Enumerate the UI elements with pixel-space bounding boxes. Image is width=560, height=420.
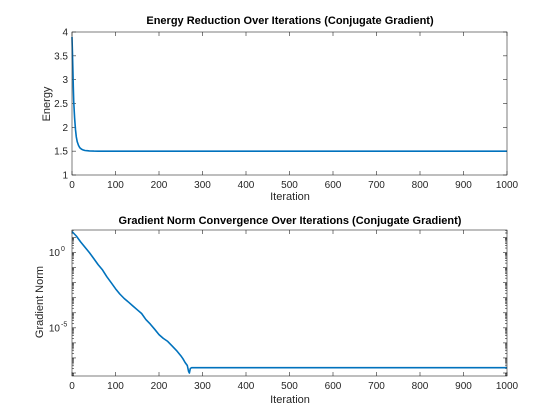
series-line-gradient-norm bbox=[71, 230, 507, 374]
x-axis-label: Iteration bbox=[270, 191, 310, 203]
axes-box bbox=[71, 31, 508, 176]
series-group bbox=[71, 36, 507, 152]
x-tick-label: 900 bbox=[455, 381, 472, 392]
y-tick-label-base: 10 bbox=[49, 248, 61, 259]
x-tick-label: 400 bbox=[238, 180, 255, 191]
x-tick-label: 1000 bbox=[496, 381, 519, 392]
x-tick-label: 700 bbox=[368, 381, 385, 392]
x-tick-label: 200 bbox=[151, 381, 168, 392]
x-tick-label: 600 bbox=[325, 381, 342, 392]
y-tick-label: 10 bbox=[49, 248, 61, 259]
subplot-energy: Energy Reduction Over Iterations (Conjug… bbox=[41, 15, 519, 203]
x-tick-label: 100 bbox=[107, 381, 124, 392]
axes-box bbox=[71, 229, 508, 377]
chart-title: Energy Reduction Over Iterations (Conjug… bbox=[146, 15, 434, 27]
x-tick-label: 800 bbox=[412, 180, 429, 191]
series-group bbox=[71, 230, 507, 374]
y-tick-label: 2.5 bbox=[54, 99, 68, 110]
y-tick-label: 2 bbox=[62, 123, 68, 134]
y-tick-label: 10 bbox=[49, 323, 61, 334]
y-tick-label-base: 10 bbox=[49, 323, 61, 334]
x-tick-label: 700 bbox=[368, 180, 385, 191]
y-tick-label-exponent: -5 bbox=[61, 321, 67, 328]
y-tick-label: 3.5 bbox=[54, 51, 68, 62]
x-tick-label: 200 bbox=[151, 180, 168, 191]
x-axis-label: Iteration bbox=[270, 394, 310, 406]
x-tick-label: 300 bbox=[194, 381, 211, 392]
x-tick-label: 600 bbox=[325, 180, 342, 191]
x-tick-label: 1000 bbox=[496, 180, 519, 191]
x-tick-label: 900 bbox=[455, 180, 472, 191]
series-line-energy bbox=[71, 36, 507, 152]
y-tick-label-exponent: 0 bbox=[61, 246, 65, 253]
y-tick-label: 4 bbox=[62, 28, 68, 39]
x-tick-label: 300 bbox=[194, 180, 211, 191]
x-tick-label: 500 bbox=[281, 180, 298, 191]
subplot-gradient-norm: Gradient Norm Convergence Over Iteration… bbox=[34, 215, 519, 406]
x-tick-label: 0 bbox=[69, 180, 75, 191]
x-tick-label: 0 bbox=[69, 381, 75, 392]
y-tick-label: 1 bbox=[62, 171, 68, 182]
y-axis-label: Gradient Norm bbox=[34, 266, 46, 338]
x-tick-label: 100 bbox=[107, 180, 124, 191]
ticks: 0 100 200 300 400 500 600 700 800 900 1000 1 1.5 2 2.5… bbox=[54, 28, 518, 192]
x-tick-label: 500 bbox=[281, 381, 298, 392]
chart-title: Gradient Norm Convergence Over Iteration… bbox=[119, 215, 462, 227]
y-tick-label: 1.5 bbox=[54, 147, 68, 158]
x-tick-label: 800 bbox=[412, 381, 429, 392]
x-tick-label: 400 bbox=[238, 381, 255, 392]
y-axis-label: Energy bbox=[41, 86, 53, 121]
y-tick-label: 3 bbox=[62, 75, 68, 86]
